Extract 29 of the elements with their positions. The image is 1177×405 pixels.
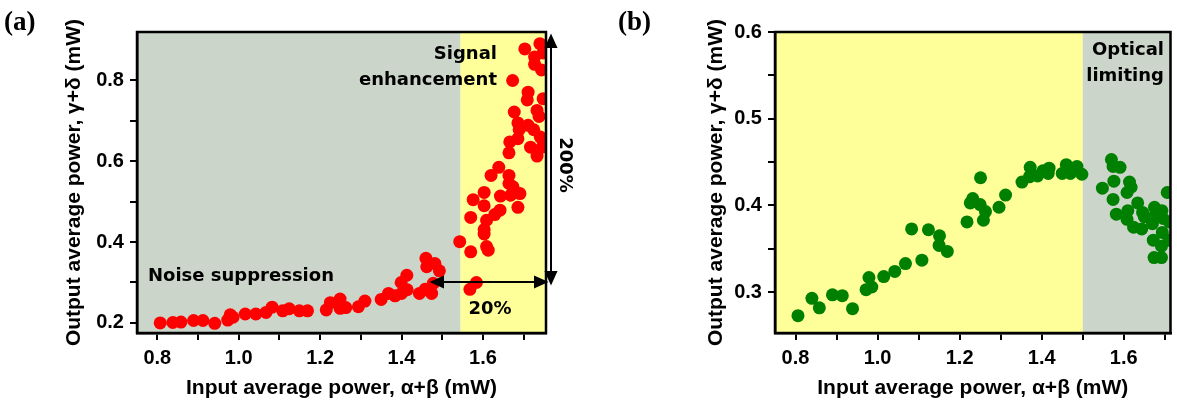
x-tick-label: 1.6 bbox=[469, 345, 497, 368]
band-label: Signal enhancement bbox=[357, 41, 497, 91]
x-axis-title: Input average power, α+β (mW) bbox=[185, 375, 498, 399]
y-tick-label: 0.5 bbox=[734, 106, 762, 129]
annotation: 20% bbox=[468, 296, 512, 320]
y-tick-label: 0.6 bbox=[96, 148, 124, 171]
x-tick-label: 0.8 bbox=[781, 345, 810, 368]
y-tick-label: 0.3 bbox=[734, 279, 762, 302]
x-tick-label: 1.0 bbox=[863, 345, 892, 368]
chart-title: (a) bbox=[4, 6, 36, 37]
y-tick-label: 0.2 bbox=[96, 310, 124, 333]
y-tick-label: 0.6 bbox=[734, 19, 762, 42]
x-tick-label: 1.2 bbox=[306, 345, 335, 368]
x-tick-label: 1.2 bbox=[945, 345, 974, 368]
x-tick-label: 1.6 bbox=[1109, 345, 1138, 368]
y-axis-title: Output average power, γ+δ (mW) bbox=[61, 18, 85, 347]
text: 200% bbox=[555, 137, 578, 193]
y-tick-label: 0.4 bbox=[734, 193, 763, 215]
band-label: Noise suppression bbox=[148, 263, 335, 287]
x-tick-label: 1.4 bbox=[387, 345, 417, 368]
y-tick-label: 0.4 bbox=[96, 229, 125, 252]
x-tick-label: 1.4 bbox=[1027, 345, 1057, 368]
x-tick-label: 0.8 bbox=[143, 345, 172, 368]
x-tick-label: 1.0 bbox=[224, 345, 253, 368]
y-tick-label: 0.8 bbox=[96, 68, 124, 90]
y-axis-title: Output average power, γ+δ (mW) bbox=[703, 18, 727, 347]
x-axis-title: Input average power, α+β (mW) bbox=[817, 375, 1129, 399]
chart-title: (b) bbox=[618, 6, 651, 37]
band-label: Optical limiting bbox=[1085, 37, 1164, 87]
